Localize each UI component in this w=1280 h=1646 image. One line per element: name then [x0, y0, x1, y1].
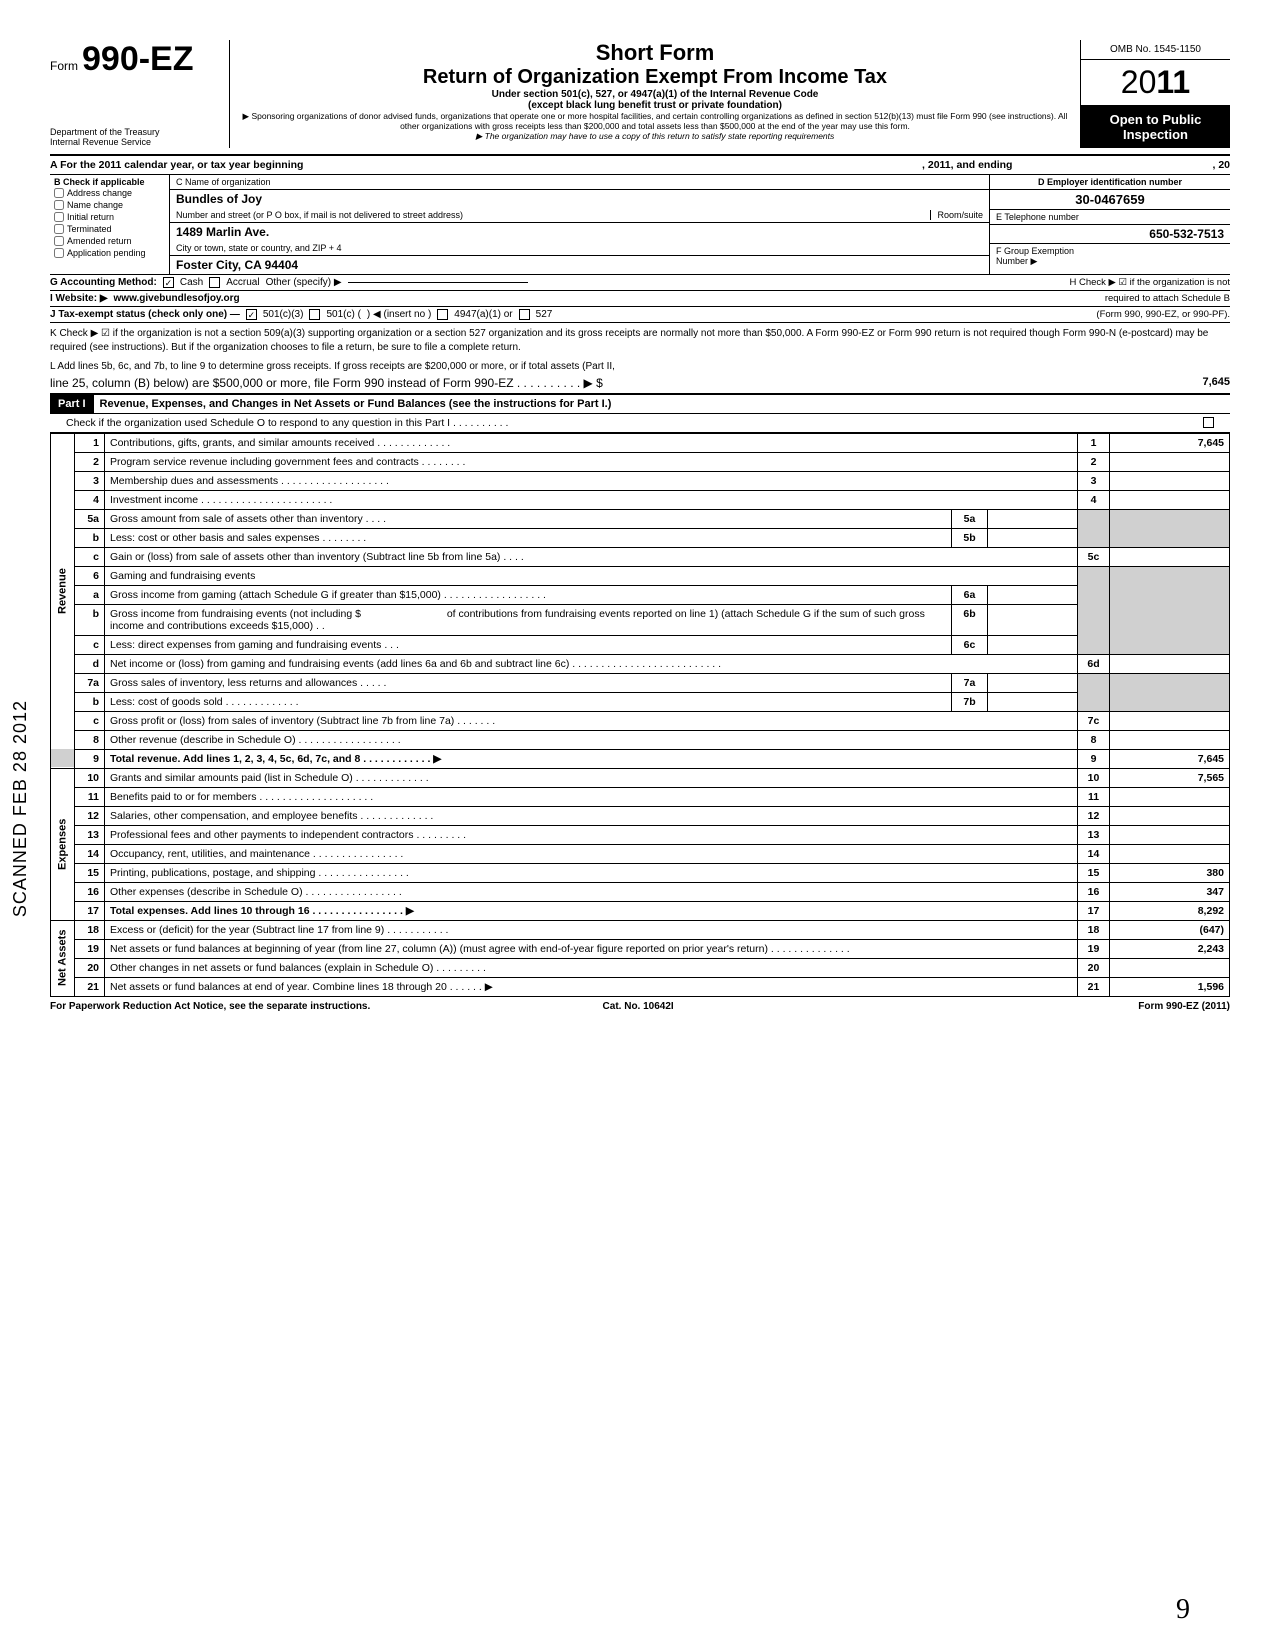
footer: For Paperwork Reduction Act Notice, see …: [50, 997, 1230, 1012]
section-d-label: D Employer identification number: [990, 175, 1230, 190]
check-initial-return[interactable]: Initial return: [54, 211, 165, 223]
row-i: I Website: ▶ www.givebundlesofjoy.org re…: [50, 291, 1230, 307]
addr-label-row: Number and street (or P O box, if mail i…: [170, 208, 989, 223]
section-e-label: E Telephone number: [990, 210, 1230, 225]
check-cash[interactable]: ✓: [163, 277, 174, 288]
schedule-o-check: Check if the organization used Schedule …: [50, 414, 1230, 433]
row-j: J Tax-exempt status (check only one) — ✓…: [50, 307, 1230, 323]
section-b-label: B Check if applicable: [54, 177, 165, 187]
k-block: K Check ▶ ☑ if the organization is not a…: [50, 323, 1230, 356]
footer-right: Form 990-EZ (2011): [1138, 1001, 1230, 1012]
check-terminated[interactable]: Terminated: [54, 223, 165, 235]
revenue-label: Revenue: [51, 433, 75, 749]
l-block-2: line 25, column (B) below) are $500,000 …: [50, 376, 1230, 395]
main-title: Return of Organization Exempt From Incom…: [240, 66, 1070, 89]
open-public-badge: Open to PublicInspection: [1081, 106, 1230, 148]
dept-treasury: Department of the TreasuryInternal Reven…: [50, 128, 221, 148]
expenses-label: Expenses: [51, 768, 75, 920]
header-note-2: ▶ The organization may have to use a cop…: [240, 131, 1070, 141]
main-table: Revenue 1Contributions, gifts, grants, a…: [50, 433, 1230, 997]
h-note: H Check ▶ ☑ if the organization is not: [1069, 277, 1230, 288]
check-501c[interactable]: [309, 309, 320, 320]
short-form-label: Short Form: [240, 40, 1070, 66]
subtitle-1: Under section 501(c), 527, or 4947(a)(1)…: [240, 89, 1070, 100]
check-amended[interactable]: Amended return: [54, 235, 165, 247]
footer-left: For Paperwork Reduction Act Notice, see …: [50, 1001, 370, 1012]
check-address-change[interactable]: Address change: [54, 187, 165, 199]
check-527[interactable]: [519, 309, 530, 320]
header-note-1: ▶ Sponsoring organizations of donor advi…: [240, 111, 1070, 131]
check-schedule-o[interactable]: [1203, 417, 1214, 428]
part-1-header: Part I Revenue, Expenses, and Changes in…: [50, 395, 1230, 414]
netassets-label: Net Assets: [51, 920, 75, 996]
scanned-stamp: SCANNED FEB 28 2012: [10, 700, 31, 917]
check-accrual[interactable]: [209, 277, 220, 288]
org-name: Bundles of Joy: [170, 190, 989, 208]
handwritten-mark: 9: [1176, 1594, 1190, 1626]
omb-number: OMB No. 1545-1150: [1081, 40, 1230, 60]
subtitle-2: (except black lung benefit trust or priv…: [240, 100, 1070, 111]
form-number: Form990-EZ: [50, 40, 221, 79]
check-pending[interactable]: Application pending: [54, 247, 165, 259]
gross-receipts-amount: 7,645: [1202, 376, 1230, 390]
row-g: G Accounting Method: ✓Cash Accrual Other…: [50, 275, 1230, 291]
section-c-label: C Name of organization: [170, 175, 989, 190]
check-4947[interactable]: [437, 309, 448, 320]
section-f-label: F Group ExemptionNumber ▶: [990, 244, 1230, 269]
org-city: Foster City, CA 94404: [170, 256, 989, 274]
l-block-1: L Add lines 5b, 6c, and 7b, to line 9 to…: [50, 356, 1230, 376]
org-info-block: B Check if applicable Address change Nam…: [50, 175, 1230, 275]
city-label: City or town, state or country, and ZIP …: [170, 241, 989, 256]
tax-year: 2011: [1081, 60, 1230, 106]
check-name-change[interactable]: Name change: [54, 199, 165, 211]
check-501c3[interactable]: ✓: [246, 309, 257, 320]
footer-cat: Cat. No. 10642I: [603, 1001, 674, 1012]
ein-value: 30-0467659: [990, 190, 1230, 210]
telephone-value: 650-532-7513: [990, 225, 1230, 244]
org-address: 1489 Marlin Ave.: [170, 223, 989, 241]
line-a: A For the 2011 calendar year, or tax yea…: [50, 156, 1230, 175]
form-header: Form990-EZ Department of the TreasuryInt…: [50, 40, 1230, 156]
website-value: www.givebundlesofjoy.org: [114, 293, 240, 304]
